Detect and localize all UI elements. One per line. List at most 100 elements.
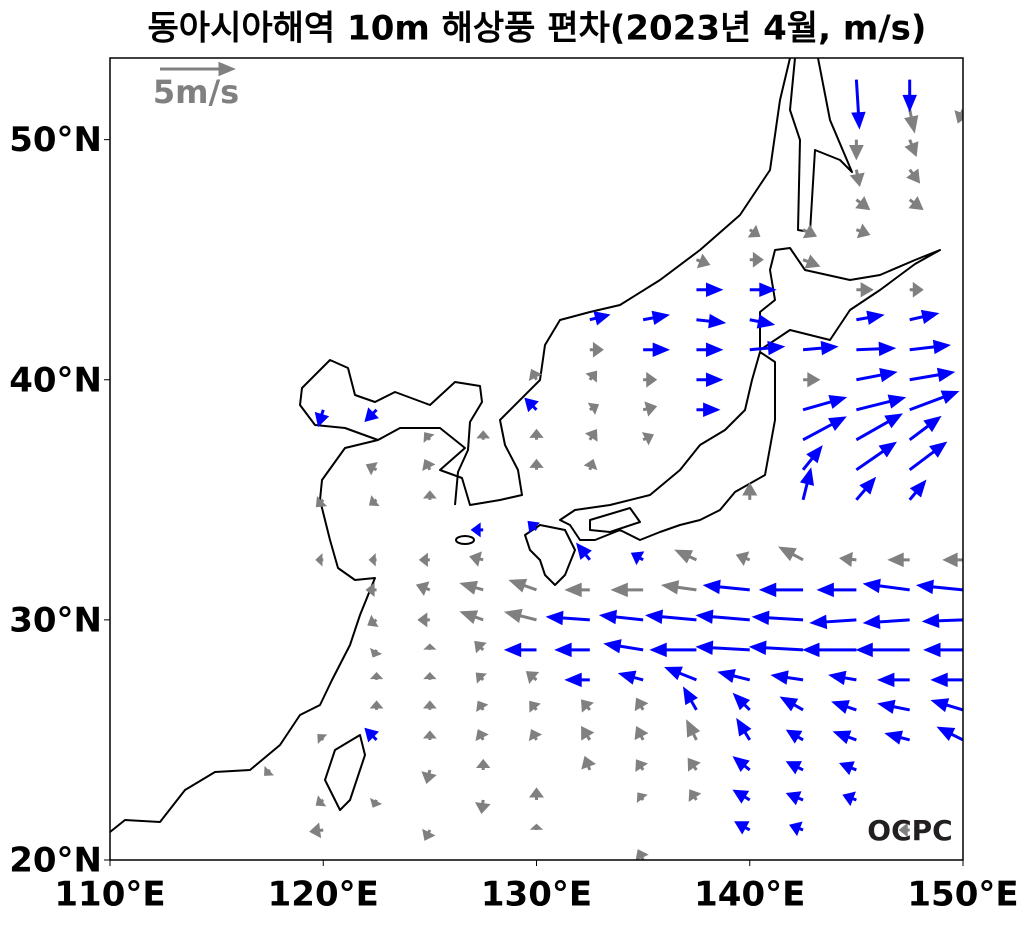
x-tick-label: 110°E: [54, 875, 165, 915]
wind-vector: [906, 168, 921, 184]
chart-title: 동아시아해역 10m 해상풍 편차(2023년 4월, m/s): [148, 9, 927, 49]
wind-vector: [459, 610, 484, 625]
wind-vector: [856, 394, 907, 412]
wind-vector: [660, 580, 697, 595]
wind-vector: [317, 734, 328, 745]
wind-vector: [828, 670, 857, 686]
wind-vector: [803, 372, 821, 388]
wind-vector: [695, 253, 711, 269]
wind-vector: [642, 310, 670, 326]
wind-vector: [838, 551, 857, 567]
wind-vector: [930, 698, 963, 713]
wind-vector: [876, 672, 910, 688]
wind-vector: [809, 614, 857, 630]
wind-vector: [785, 761, 804, 775]
wind-vector: [369, 671, 384, 680]
wind-vector: [789, 821, 804, 837]
wind-vector: [315, 553, 324, 567]
wind-vector: [475, 758, 491, 770]
wind-vector: [908, 196, 924, 211]
wind-vector: [936, 726, 963, 742]
wind-vector: [474, 799, 491, 815]
wind-vector: [528, 787, 545, 800]
wind-vector: [799, 467, 815, 501]
wind-vector: [564, 672, 590, 688]
wind-vector: [417, 612, 430, 628]
wind-vector: [524, 397, 539, 413]
wind-vector: [856, 341, 897, 357]
wind-vector: [908, 479, 927, 501]
wind-vector: [598, 609, 644, 625]
wind-vector: [423, 671, 437, 680]
coastline-honshu: [559, 351, 776, 541]
wind-vector: [415, 581, 431, 596]
wind-vector: [529, 700, 541, 713]
wind-vector: [749, 282, 777, 297]
wind-vector: [314, 409, 330, 428]
coastline-mainland: [110, 58, 791, 833]
wind-vector: [909, 309, 940, 324]
wind-vector: [603, 639, 644, 654]
wind-vector: [635, 759, 648, 772]
wind-vector: [930, 672, 963, 688]
wind-vector: [909, 281, 924, 298]
wind-vector: [580, 699, 594, 713]
wind-vector: [855, 642, 910, 658]
wind-vector: [802, 642, 857, 658]
wind-vector: [747, 224, 761, 238]
wind-vector: [630, 551, 645, 566]
wind-vector: [576, 542, 592, 561]
wind-vector: [674, 549, 698, 564]
wind-vector: [855, 223, 871, 239]
wind-vector: [587, 402, 600, 415]
wind-vector: [422, 730, 437, 740]
wind-vector: [583, 458, 598, 471]
wind-vector: [545, 610, 590, 626]
wind-vector: [749, 251, 764, 268]
wind-vector: [368, 553, 377, 567]
coastline-shikoku: [589, 507, 641, 533]
wind-vector: [643, 342, 671, 357]
wind-vector: [785, 791, 804, 806]
y-tick-label: 50°N: [9, 120, 102, 160]
wind-vector: [831, 700, 857, 714]
wind-vector: [855, 441, 898, 472]
wind-vector: [802, 254, 821, 269]
wind-vector: [734, 821, 751, 835]
wind-vector: [581, 755, 596, 771]
wind-vector: [636, 792, 648, 804]
coastline-jeju: [455, 535, 475, 545]
wind-vector: [365, 462, 378, 476]
wind-vector: [475, 672, 487, 684]
wind-vector: [503, 608, 537, 623]
wind-vector: [921, 613, 963, 629]
coastline-bohai-korea: [299, 359, 483, 506]
wind-vector: [694, 859, 697, 860]
wind-vector: [695, 609, 750, 624]
wind-vector: [802, 416, 847, 442]
wind-vector: [641, 432, 654, 446]
wind-vector: [649, 642, 697, 658]
wind-vector: [855, 413, 903, 442]
wind-vector: [898, 822, 910, 838]
wind-vector: [908, 441, 948, 472]
wind-vector: [459, 580, 484, 595]
wind-vector: [682, 686, 698, 711]
wind-vector: [862, 614, 910, 630]
wind-vector: [525, 671, 540, 684]
wind-vector: [686, 719, 701, 741]
wind-vector: [884, 730, 911, 745]
x-tick-label: 140°E: [694, 875, 805, 915]
wind-vector: [503, 642, 537, 658]
wind-vector: [508, 578, 537, 593]
wind-vector: [315, 496, 328, 508]
wind-vector: [855, 196, 871, 211]
wind-vector: [369, 700, 384, 710]
wind-vector: [589, 311, 611, 326]
wind-vector: [469, 551, 484, 567]
wind-vector: [942, 552, 963, 568]
wind-vector: [364, 407, 379, 422]
wind-vector: [474, 640, 487, 654]
wind-vector: [422, 700, 437, 710]
